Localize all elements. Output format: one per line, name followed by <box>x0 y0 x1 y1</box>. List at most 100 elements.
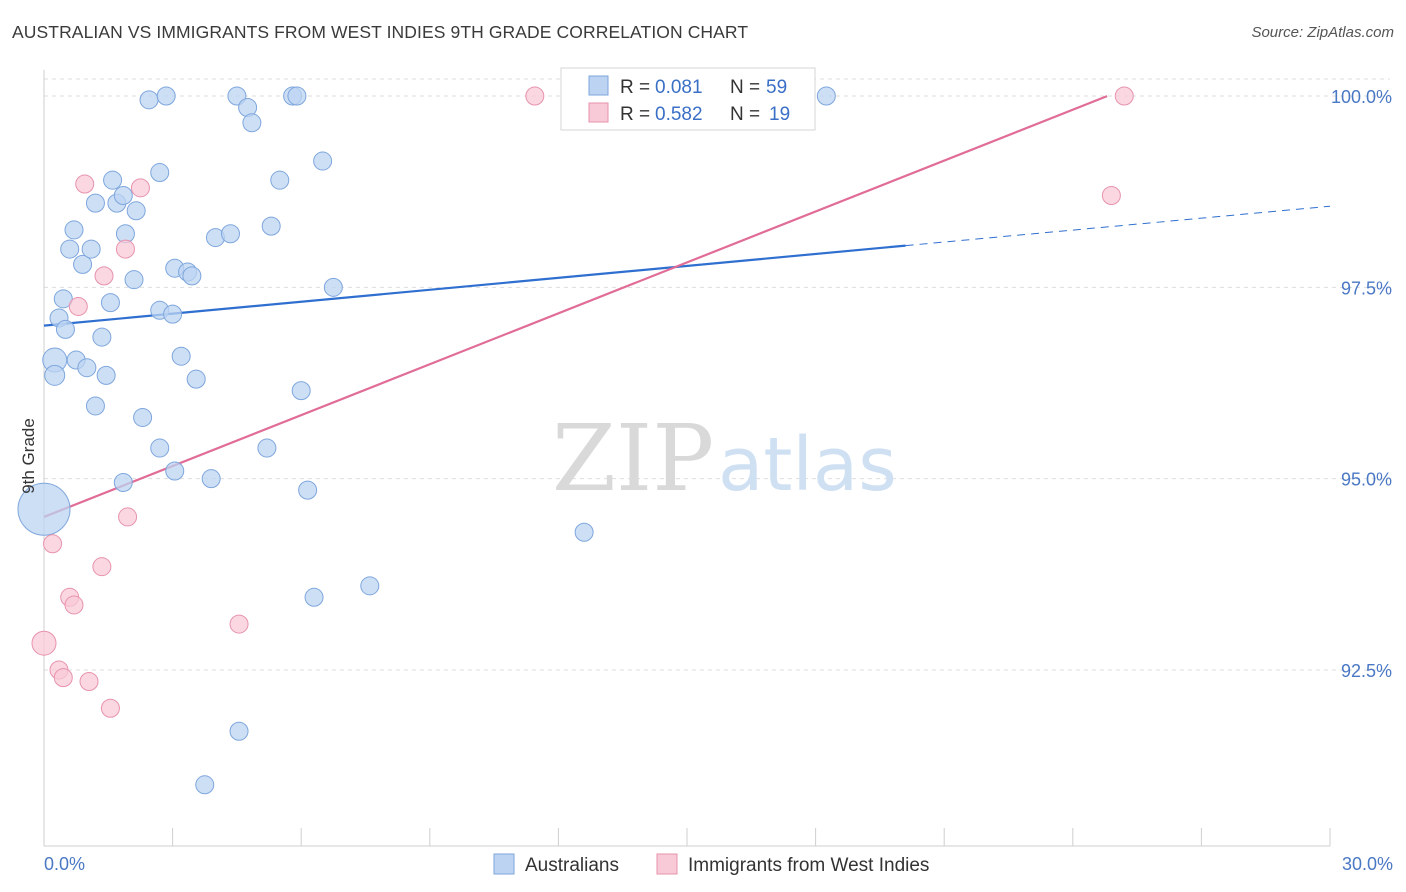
legend-n-label: N = <box>730 77 760 98</box>
point-west-indies <box>92 557 112 577</box>
point-australians <box>304 587 324 607</box>
bottom-legend-label-west-indies: Immigrants from West Indies <box>688 855 929 876</box>
y-axis-title: 9th Grade <box>19 418 38 494</box>
point-australians <box>270 170 290 190</box>
point-australians <box>81 239 101 259</box>
legend-box: R = 0.081 N = 59 R = 0.582 N = 19 <box>560 67 816 131</box>
watermark-zip: ZIP <box>552 405 714 512</box>
point-australians <box>73 254 93 274</box>
point-australians <box>171 346 191 366</box>
point-west-indies <box>53 668 73 688</box>
point-australians <box>323 277 343 297</box>
trendline-west-indies <box>43 95 1108 518</box>
point-australians <box>139 90 159 110</box>
point-west-indies <box>94 266 114 286</box>
bottom-legend-swatch-australians <box>493 853 515 875</box>
point-west-indies <box>100 698 120 718</box>
x-tick-label: 30.0% <box>1342 854 1393 874</box>
y-tick-labels: 92.5% 95.0% 97.5% 100.0% <box>1331 87 1392 681</box>
trendlines <box>43 95 1331 518</box>
bottom-legend: Australians Immigrants from West Indies <box>493 853 929 876</box>
x-tick-labels: 0.0% 30.0% <box>44 854 1393 874</box>
y-tick-label: 97.5% <box>1341 278 1392 298</box>
legend-r-value: 0.582 <box>655 104 703 125</box>
point-australians <box>150 438 170 458</box>
legend-n-value: 59 <box>766 77 787 98</box>
legend-n-value: 19 <box>769 104 790 125</box>
point-australians <box>60 239 80 259</box>
point-australians <box>220 224 240 244</box>
point-australians <box>44 364 66 386</box>
point-australians <box>816 86 836 106</box>
point-west-indies <box>1114 86 1134 106</box>
axes <box>43 70 1331 847</box>
point-australians <box>53 289 73 309</box>
bottom-legend-swatch-west-indies <box>656 853 678 875</box>
point-australians <box>165 461 185 481</box>
point-west-indies <box>115 239 135 259</box>
chart-title: AUSTRALIAN VS IMMIGRANTS FROM WEST INDIE… <box>12 22 749 42</box>
legend-n-label: N = <box>730 104 760 125</box>
legend-swatch-west-indies <box>588 102 609 123</box>
point-australians <box>55 319 75 339</box>
point-west-indies <box>43 534 63 554</box>
point-west-indies <box>79 671 99 691</box>
point-australians <box>113 185 133 205</box>
point-australians <box>574 522 594 542</box>
point-australians <box>100 293 120 313</box>
legend-r-label: R = <box>620 77 650 98</box>
watermark-atlas: atlas <box>718 422 897 508</box>
point-australians <box>242 113 262 133</box>
point-west-indies <box>68 296 88 316</box>
grid-lines <box>44 78 1390 671</box>
point-australians <box>92 327 112 347</box>
point-australians <box>291 381 311 401</box>
point-west-indies <box>525 86 545 106</box>
y-tick-label: 95.0% <box>1341 470 1392 490</box>
point-west-indies <box>75 174 95 194</box>
y-tick-label: 92.5% <box>1341 661 1392 681</box>
point-australians <box>195 775 215 795</box>
x-tick-label: 0.0% <box>44 854 85 874</box>
point-australians <box>182 266 202 286</box>
point-australians <box>298 480 318 500</box>
trendline-australians <box>43 244 906 327</box>
trendline-australians-extension <box>905 205 1331 247</box>
point-australians <box>126 201 146 221</box>
point-west-indies <box>130 178 150 198</box>
legend-r-value: 0.081 <box>655 77 703 98</box>
point-australians <box>17 482 71 536</box>
point-australians <box>229 721 249 741</box>
point-west-indies <box>118 507 138 527</box>
point-australians <box>287 86 307 106</box>
point-australians <box>156 86 176 106</box>
source-credit: Source: ZipAtlas.com <box>1251 24 1394 41</box>
bottom-legend-label-australians: Australians <box>525 855 619 876</box>
point-australians <box>96 365 116 385</box>
point-australians <box>257 438 277 458</box>
watermark: ZIP atlas <box>552 405 897 512</box>
point-australians <box>360 576 380 596</box>
point-australians <box>85 193 105 213</box>
legend-r-label: R = <box>620 104 650 125</box>
legend-swatch-australians <box>588 75 609 96</box>
point-australians <box>186 369 206 389</box>
point-west-indies <box>64 595 84 615</box>
point-australians <box>313 151 333 171</box>
point-australians <box>163 304 183 324</box>
point-australians <box>261 216 281 236</box>
point-australians <box>150 163 170 183</box>
point-west-indies <box>31 630 57 656</box>
point-west-indies <box>1101 185 1121 205</box>
data-points <box>17 86 1134 795</box>
point-australians <box>77 358 97 378</box>
y-tick-label: 100.0% <box>1331 87 1392 107</box>
point-west-indies <box>229 614 249 634</box>
point-australians <box>124 270 144 290</box>
point-australians <box>113 472 133 492</box>
point-australians <box>85 396 105 416</box>
point-australians <box>103 170 123 190</box>
point-australians <box>201 469 221 489</box>
point-australians <box>64 220 84 240</box>
